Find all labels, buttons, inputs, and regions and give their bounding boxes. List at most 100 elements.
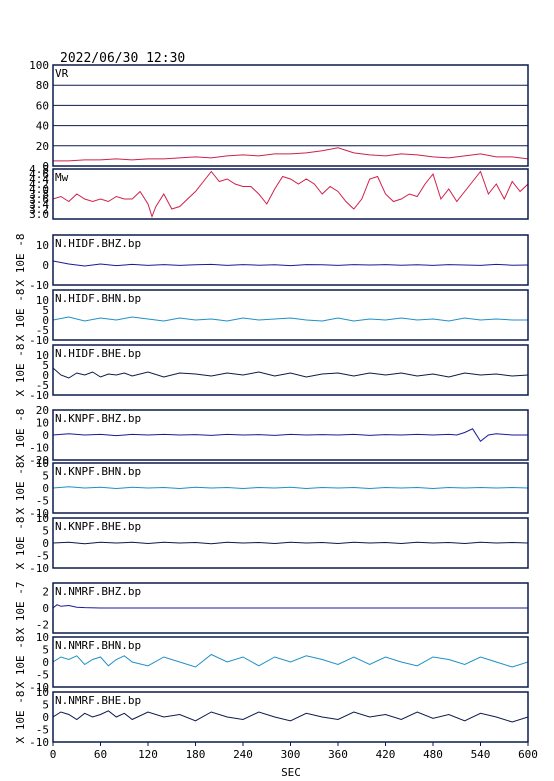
ytick-label-vr-0: 100	[29, 59, 49, 72]
xtick-label-10: 600	[518, 748, 538, 761]
ytick-label-knpf-bhn-1: 5	[42, 470, 49, 483]
ytick-label-knpf-bhz-1: 10	[36, 417, 49, 430]
series-line-knpf-bhn	[53, 486, 528, 490]
ytick-label-hidf-bhn-0: 10	[36, 294, 49, 307]
ytick-label-knpf-bhz-4: -20	[29, 454, 49, 467]
ytick-label-hidf-bhn-2: 0	[42, 314, 49, 327]
ytick-label-hidf-bhe-4: -10	[29, 389, 49, 402]
ytick-label-knpf-bhz-3: -10	[29, 442, 49, 455]
ytick-label-knpf-bhz-0: 20	[36, 404, 49, 417]
x-axis: 0 60 120 180 240 300 360 420 480 540 600	[50, 742, 538, 761]
ytick-label-vr-2: 60	[36, 99, 49, 112]
ytick-label-mw-6: 3.6	[29, 193, 49, 206]
panel-label-mw: Mw	[55, 171, 69, 184]
panel-label-nmrf-bhn: N.NMRF.BHN.bp	[55, 639, 141, 652]
ytick-label-nmrf-bhe-3: -5	[36, 724, 49, 737]
ylabel-nmrf-bhz: X 10E -7	[14, 582, 27, 635]
ytick-label-mw-8: 3.2	[29, 203, 49, 216]
xtick-label-8: 480	[423, 748, 443, 761]
ytick-label-mw-2: 4.4	[29, 173, 49, 186]
panel-label-hidf-bhe: N.HIDF.BHE.bp	[55, 347, 141, 360]
ytick-label-nmrf-bhz-0: 2	[42, 585, 49, 598]
panel-frame-knpf-bhe	[52, 517, 529, 569]
panel-frame-hidf-bhn	[52, 289, 529, 341]
ytick-label-knpf-bhn-4: -10	[29, 507, 49, 520]
panel-label-knpf-bhn: N.KNPF.BHN.bp	[55, 465, 141, 478]
series-line-hidf-bhn	[53, 316, 528, 322]
ytick-label-nmrf-bhn-1: 5	[42, 644, 49, 657]
ytick-label-nmrf-bhn-3: -5	[36, 669, 49, 682]
ytick-label-mw-3: 4.2	[29, 178, 49, 191]
ytick-label-mw-1: 4.6	[29, 168, 49, 181]
ytick-label-mw-7: 3.4	[29, 198, 49, 211]
panel-label-vr: VR	[55, 67, 69, 80]
ytick-label-nmrf-bhn-4: -10	[29, 681, 49, 694]
panel-frame-knpf-bhn	[52, 462, 529, 514]
ylabel-knpf-bhe: X 10E -8	[14, 517, 27, 570]
ytick-label-hidf-bhn-4: -10	[29, 334, 49, 347]
ylabel-hidf-bhn: X 10E -8	[14, 289, 27, 342]
chart-timestamp: 2022/06/30 12:30	[60, 51, 185, 66]
ytick-label-hidf-bhz-2: -10	[29, 279, 49, 292]
ytick-label-hidf-bhe-2: 0	[42, 369, 49, 382]
ytick-label-vr-4: 20	[36, 140, 49, 153]
series-line-knpf-bhe	[53, 541, 528, 545]
panel-frame-vr	[52, 64, 529, 167]
series-line-vr	[53, 147, 528, 162]
ytick-label-hidf-bhe-3: -5	[36, 379, 49, 392]
ytick-label-nmrf-bhe-4: -10	[29, 736, 49, 749]
x-axis-label: SEC	[281, 766, 301, 779]
ylabel-nmrf-bhn: X 10E -8	[14, 636, 27, 689]
ytick-label-mw-9: 3.0	[29, 208, 49, 221]
ylabel-nmrf-bhe: X 10E -8	[14, 691, 27, 744]
series-line-hidf-bhe	[53, 367, 528, 379]
ytick-label-knpf-bhn-2: 0	[42, 482, 49, 495]
panel-label-knpf-bhe: N.KNPF.BHE.bp	[55, 520, 141, 533]
ylabel-hidf-bhe: X 10E -8	[14, 344, 27, 397]
series-line-mw	[53, 170, 528, 218]
ytick-label-nmrf-bhn-0: 10	[36, 631, 49, 644]
xtick-label-9: 540	[471, 748, 491, 761]
ylabel-hidf-bhz: X 10E -8	[14, 234, 27, 287]
panel-label-hidf-bhz: N.HIDF.BHZ.bp	[55, 237, 141, 250]
xtick-label-3: 180	[186, 748, 206, 761]
series-line-nmrf-bhn	[53, 653, 528, 668]
xtick-label-6: 360	[328, 748, 348, 761]
panel-mw: 4.84.64.44.24.03.83.63.43.23.0 Mw	[29, 163, 529, 221]
panel-frame-knpf-bhz	[52, 409, 529, 461]
ytick-label-knpf-bhe-1: 5	[42, 525, 49, 538]
ytick-label-knpf-bhz-2: 0	[42, 429, 49, 442]
series-line-knpf-bhz	[53, 428, 528, 443]
ytick-label-hidf-bhe-1: 5	[42, 359, 49, 372]
panel-vr: 100 80 60 40 20 0 VR	[29, 59, 529, 173]
panel-frame-hidf-bhe	[52, 344, 529, 396]
panel-label-hidf-bhn: N.HIDF.BHN.bp	[55, 292, 141, 305]
xtick-label-0: 0	[50, 748, 57, 761]
panel-frame-mw	[52, 168, 529, 220]
panel-hidf-bhz: 10 0 -10 N.HIDF.BHZ.bp X 10E -8	[14, 234, 529, 292]
ytick-label-knpf-bhe-3: -5	[36, 550, 49, 563]
xtick-label-4: 240	[233, 748, 253, 761]
ylabel-knpf-bhz: X 10E -8	[14, 409, 27, 462]
series-line-hidf-bhz	[53, 260, 528, 267]
ytick-label-nmrf-bhn-2: 0	[42, 656, 49, 669]
xtick-label-7: 420	[376, 748, 396, 761]
ylabel-knpf-bhn: X 10E -8	[14, 462, 27, 515]
ytick-label-vr-5: 0	[42, 160, 49, 173]
ytick-label-nmrf-bhz-2: -2	[36, 619, 49, 632]
ytick-label-vr-1: 80	[36, 79, 49, 92]
series-line-nmrf-bhe	[53, 710, 528, 723]
ytick-label-mw-5: 3.8	[29, 188, 49, 201]
panel-label-nmrf-bhe: N.NMRF.BHE.bp	[55, 694, 141, 707]
panel-label-nmrf-bhz: N.NMRF.BHZ.bp	[55, 585, 141, 598]
ytick-label-hidf-bhn-1: 5	[42, 304, 49, 317]
panel-nmrf-bhz: 2 0 -2 N.NMRF.BHZ.bp X 10E -7	[14, 582, 529, 635]
series-line-nmrf-bhz	[53, 604, 528, 609]
ytick-label-knpf-bhn-3: -5	[36, 495, 49, 508]
